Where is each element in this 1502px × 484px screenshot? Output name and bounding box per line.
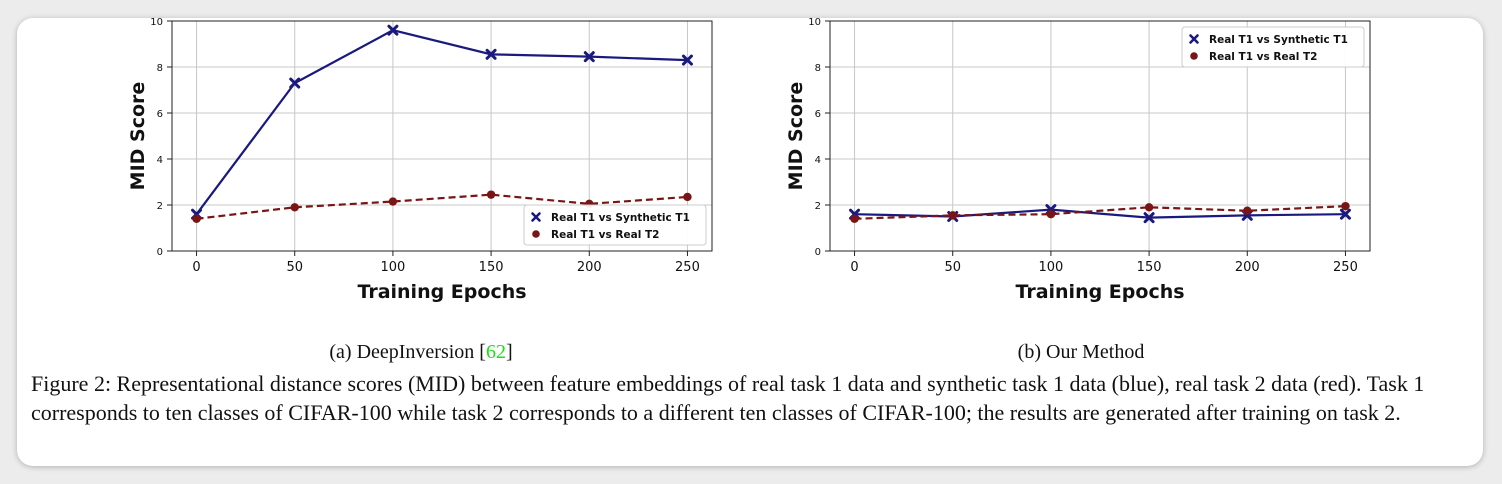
legend: Real T1 vs Synthetic T1 Real T1 vs Real T… [1181,26,1365,68]
legend-circle-marker [532,230,540,238]
axes-frame [829,20,1371,252]
x-tick-label: 0 [850,260,858,275]
series-line-2 [854,205,1346,220]
data-point-circle-marker [948,211,957,220]
y-tick-label: 10 [150,17,163,28]
data-point-circle-marker [1341,201,1350,211]
data-point-circle-marker [1243,206,1252,215]
y-axis-label: MID Score [785,82,807,191]
legend-label-series-1: Real T1 vs Synthetic T1 [551,212,690,224]
series-line-2 [196,193,688,220]
data-point-circle-marker [1046,210,1056,219]
data-point-x-marker [681,54,693,66]
subcaption-a: (a) DeepInversion [62] [329,341,512,364]
y-tick-label: 2 [815,201,821,212]
data-point-x-marker [485,48,497,60]
data-point-circle-marker [1144,203,1154,212]
x-axis-label: Training Epochs [357,281,526,303]
legend-x-marker [531,212,541,222]
x-tick-label: 100 [1038,260,1063,275]
y-tick-label: 0 [157,247,163,258]
y-tick-label: 8 [157,63,163,74]
chart-deepinversion: 0 50 100 150 200 250 0 2 4 6 8 10 Training Epochs MID… [127,17,713,303]
subcaption-a-text: (a) DeepInversion [ [329,341,486,363]
y-tick-label: 10 [808,17,821,28]
figure-caption: Figure 2: Representational distance scor… [31,371,1425,425]
y-tick-label: 0 [815,247,821,258]
legend-label-series-2: Real T1 vs Real T2 [551,229,659,241]
data-point-x-marker [583,51,595,63]
y-tick-label: 2 [157,201,163,212]
chart-our-method: 0 50 100 150 200 250 0 2 4 6 8 10 Training Epochs MID… [785,17,1371,303]
x-axis-label: Training Epochs [1015,281,1184,303]
x-tick-label: 100 [380,260,405,275]
legend: Real T1 vs Synthetic T1 Real T1 vs Real T… [523,204,707,246]
data-point-circle-marker [388,197,398,206]
data-point-x-marker [1339,208,1351,220]
legend-box [523,204,707,246]
y-axis-label: MID Score [127,82,149,191]
y-tick-label: 6 [157,109,163,120]
x-tick-label: 200 [577,260,602,275]
subcaption-a-close: ] [505,341,513,363]
axes-frame [171,20,713,252]
y-tick-label: 6 [815,109,821,120]
reference-link[interactable]: 62 [485,341,506,363]
x-tick-label: 50 [944,260,961,275]
series-line-1 [195,29,688,215]
data-point-x-marker [1143,212,1155,224]
data-point-circle-marker [290,203,299,212]
legend-label-series-2: Real T1 vs Real T2 [1209,51,1317,63]
x-tick-label: 150 [479,260,504,275]
x-tick-label: 250 [1333,260,1358,275]
x-tick-label: 50 [286,260,303,275]
data-point-x-marker [289,77,301,89]
x-tick-label: 200 [1235,260,1260,275]
x-tick-label: 0 [192,260,200,275]
x-tick-label: 250 [675,260,700,275]
data-point-circle-marker [192,214,201,223]
legend-label-series-1: Real T1 vs Synthetic T1 [1209,34,1348,46]
data-point-circle-marker [683,192,692,202]
data-point-circle-marker [486,190,496,199]
subcaption-b-text: (b) Our Method [1017,341,1145,363]
legend-x-marker [1189,34,1199,44]
x-tick-label: 150 [1137,260,1162,275]
figure-card [17,18,1483,466]
y-tick-label: 4 [815,155,821,166]
y-tick-label: 4 [157,155,163,166]
data-point-x-marker [387,24,399,36]
data-point-circle-marker [850,214,859,223]
subcaption-b: (b) Our Method [1018,341,1145,364]
y-tick-label: 8 [815,63,821,74]
legend-box [1181,26,1365,68]
legend-circle-marker [1190,52,1198,60]
